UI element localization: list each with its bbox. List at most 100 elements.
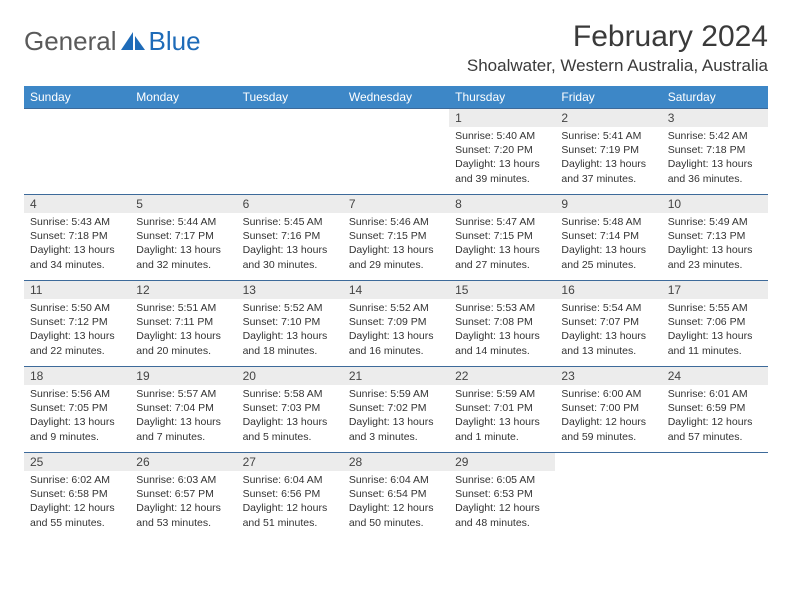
day-number: 7 [343,195,449,213]
calendar-row: 4Sunrise: 5:43 AMSunset: 7:18 PMDaylight… [24,195,768,281]
day-details: Sunrise: 5:58 AMSunset: 7:03 PMDaylight:… [237,385,343,448]
day-cell: 4Sunrise: 5:43 AMSunset: 7:18 PMDaylight… [24,195,130,281]
day-details: Sunrise: 5:50 AMSunset: 7:12 PMDaylight:… [24,299,130,362]
empty-cell [343,109,449,195]
day-cell: 13Sunrise: 5:52 AMSunset: 7:10 PMDayligh… [237,281,343,367]
day-number: 26 [130,453,236,471]
day-details: Sunrise: 5:59 AMSunset: 7:01 PMDaylight:… [449,385,555,448]
day-details: Sunrise: 5:49 AMSunset: 7:13 PMDaylight:… [662,213,768,276]
weekday-header: Tuesday [237,86,343,109]
day-cell: 9Sunrise: 5:48 AMSunset: 7:14 PMDaylight… [555,195,661,281]
day-cell: 25Sunrise: 6:02 AMSunset: 6:58 PMDayligh… [24,453,130,539]
calendar-row: 11Sunrise: 5:50 AMSunset: 7:12 PMDayligh… [24,281,768,367]
empty-cell [662,453,768,539]
calendar-row: 1Sunrise: 5:40 AMSunset: 7:20 PMDaylight… [24,109,768,195]
calendar-table: SundayMondayTuesdayWednesdayThursdayFrid… [24,86,768,539]
empty-cell [237,109,343,195]
day-number: 2 [555,109,661,127]
day-number: 17 [662,281,768,299]
weekday-header: Saturday [662,86,768,109]
day-details: Sunrise: 6:01 AMSunset: 6:59 PMDaylight:… [662,385,768,448]
day-cell: 26Sunrise: 6:03 AMSunset: 6:57 PMDayligh… [130,453,236,539]
weekday-header: Friday [555,86,661,109]
day-number: 11 [24,281,130,299]
brand-logo: General Blue [24,20,201,57]
day-details: Sunrise: 5:54 AMSunset: 7:07 PMDaylight:… [555,299,661,362]
day-details: Sunrise: 5:55 AMSunset: 7:06 PMDaylight:… [662,299,768,362]
day-cell: 7Sunrise: 5:46 AMSunset: 7:15 PMDaylight… [343,195,449,281]
day-cell: 22Sunrise: 5:59 AMSunset: 7:01 PMDayligh… [449,367,555,453]
day-number: 20 [237,367,343,385]
day-number: 9 [555,195,661,213]
day-details: Sunrise: 5:59 AMSunset: 7:02 PMDaylight:… [343,385,449,448]
brand-name-2: Blue [149,26,201,57]
day-number: 19 [130,367,236,385]
day-number: 22 [449,367,555,385]
brand-name-1: General [24,26,117,57]
day-number: 21 [343,367,449,385]
day-cell: 19Sunrise: 5:57 AMSunset: 7:04 PMDayligh… [130,367,236,453]
day-details: Sunrise: 6:04 AMSunset: 6:56 PMDaylight:… [237,471,343,534]
day-cell: 11Sunrise: 5:50 AMSunset: 7:12 PMDayligh… [24,281,130,367]
day-details: Sunrise: 6:00 AMSunset: 7:00 PMDaylight:… [555,385,661,448]
day-number: 6 [237,195,343,213]
calendar-body: 1Sunrise: 5:40 AMSunset: 7:20 PMDaylight… [24,109,768,539]
day-number: 23 [555,367,661,385]
day-cell: 5Sunrise: 5:44 AMSunset: 7:17 PMDaylight… [130,195,236,281]
day-number: 4 [24,195,130,213]
header: General Blue February 2024 Shoalwater, W… [24,20,768,76]
day-details: Sunrise: 5:48 AMSunset: 7:14 PMDaylight:… [555,213,661,276]
day-number: 24 [662,367,768,385]
location: Shoalwater, Western Australia, Australia [467,56,768,76]
weekday-header: Thursday [449,86,555,109]
day-details: Sunrise: 5:47 AMSunset: 7:15 PMDaylight:… [449,213,555,276]
day-cell: 6Sunrise: 5:45 AMSunset: 7:16 PMDaylight… [237,195,343,281]
day-cell: 2Sunrise: 5:41 AMSunset: 7:19 PMDaylight… [555,109,661,195]
calendar-row: 18Sunrise: 5:56 AMSunset: 7:05 PMDayligh… [24,367,768,453]
day-details: Sunrise: 5:45 AMSunset: 7:16 PMDaylight:… [237,213,343,276]
day-cell: 24Sunrise: 6:01 AMSunset: 6:59 PMDayligh… [662,367,768,453]
day-details: Sunrise: 6:05 AMSunset: 6:53 PMDaylight:… [449,471,555,534]
day-details: Sunrise: 5:57 AMSunset: 7:04 PMDaylight:… [130,385,236,448]
sail-icon [121,32,147,52]
day-cell: 8Sunrise: 5:47 AMSunset: 7:15 PMDaylight… [449,195,555,281]
day-number: 14 [343,281,449,299]
day-cell: 23Sunrise: 6:00 AMSunset: 7:00 PMDayligh… [555,367,661,453]
day-details: Sunrise: 6:02 AMSunset: 6:58 PMDaylight:… [24,471,130,534]
day-cell: 29Sunrise: 6:05 AMSunset: 6:53 PMDayligh… [449,453,555,539]
weekday-header: Wednesday [343,86,449,109]
day-number: 15 [449,281,555,299]
day-number: 16 [555,281,661,299]
day-cell: 28Sunrise: 6:04 AMSunset: 6:54 PMDayligh… [343,453,449,539]
day-details: Sunrise: 5:53 AMSunset: 7:08 PMDaylight:… [449,299,555,362]
empty-cell [555,453,661,539]
day-cell: 17Sunrise: 5:55 AMSunset: 7:06 PMDayligh… [662,281,768,367]
day-cell: 10Sunrise: 5:49 AMSunset: 7:13 PMDayligh… [662,195,768,281]
day-number: 27 [237,453,343,471]
empty-cell [130,109,236,195]
month-title: February 2024 [467,20,768,54]
day-cell: 20Sunrise: 5:58 AMSunset: 7:03 PMDayligh… [237,367,343,453]
day-details: Sunrise: 5:42 AMSunset: 7:18 PMDaylight:… [662,127,768,190]
day-details: Sunrise: 5:52 AMSunset: 7:10 PMDaylight:… [237,299,343,362]
day-cell: 18Sunrise: 5:56 AMSunset: 7:05 PMDayligh… [24,367,130,453]
day-number: 5 [130,195,236,213]
day-cell: 27Sunrise: 6:04 AMSunset: 6:56 PMDayligh… [237,453,343,539]
calendar-head: SundayMondayTuesdayWednesdayThursdayFrid… [24,86,768,109]
empty-cell [24,109,130,195]
day-number: 25 [24,453,130,471]
day-number: 28 [343,453,449,471]
day-number: 18 [24,367,130,385]
day-details: Sunrise: 5:43 AMSunset: 7:18 PMDaylight:… [24,213,130,276]
day-cell: 16Sunrise: 5:54 AMSunset: 7:07 PMDayligh… [555,281,661,367]
day-number: 3 [662,109,768,127]
day-number: 13 [237,281,343,299]
day-details: Sunrise: 6:04 AMSunset: 6:54 PMDaylight:… [343,471,449,534]
day-details: Sunrise: 5:41 AMSunset: 7:19 PMDaylight:… [555,127,661,190]
day-number: 8 [449,195,555,213]
day-number: 12 [130,281,236,299]
day-number: 29 [449,453,555,471]
day-details: Sunrise: 5:52 AMSunset: 7:09 PMDaylight:… [343,299,449,362]
weekday-header: Sunday [24,86,130,109]
day-details: Sunrise: 5:56 AMSunset: 7:05 PMDaylight:… [24,385,130,448]
